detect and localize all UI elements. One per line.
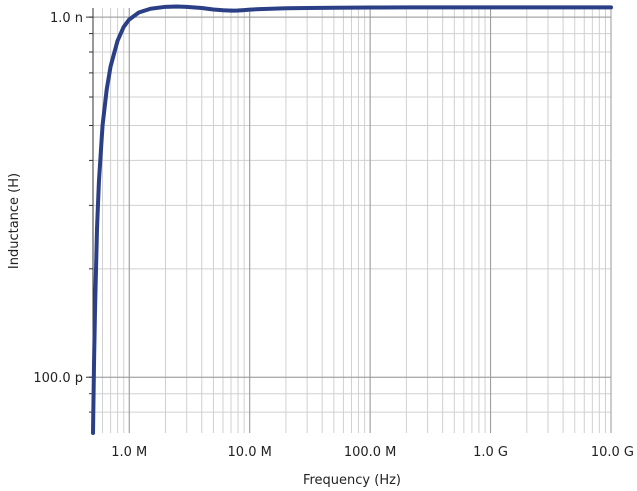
x-tick-label: 10.0 M: [228, 445, 272, 460]
inductance-series-line: [91, 4, 613, 435]
x-tick-labels: 1.0 M 10.0 M 100.0 M 1.0 G 10.0 G: [111, 445, 634, 460]
x-axis-label: Frequency (Hz): [303, 473, 401, 488]
x-tick-label: 100.0 M: [344, 445, 397, 460]
x-tick-label: 10.0 G: [591, 445, 634, 460]
major-grid-x: [128, 8, 612, 433]
series-layer: [91, 4, 613, 435]
minor-grid-y: [93, 16, 611, 413]
y-tick-label: 1.0 n: [50, 11, 83, 26]
y-tick-label: 100.0 p: [33, 371, 83, 386]
x-tick-label: 1.0 G: [473, 445, 508, 460]
y-tick-marks: [86, 16, 93, 413]
y-axis-label: Inductance (H): [7, 173, 22, 269]
y-tick-labels: 1.0 n 100.0 p: [33, 11, 83, 386]
minor-grid-x: [92, 8, 606, 433]
major-grid-y: [93, 16, 611, 378]
x-tick-label: 1.0 M: [111, 445, 147, 460]
